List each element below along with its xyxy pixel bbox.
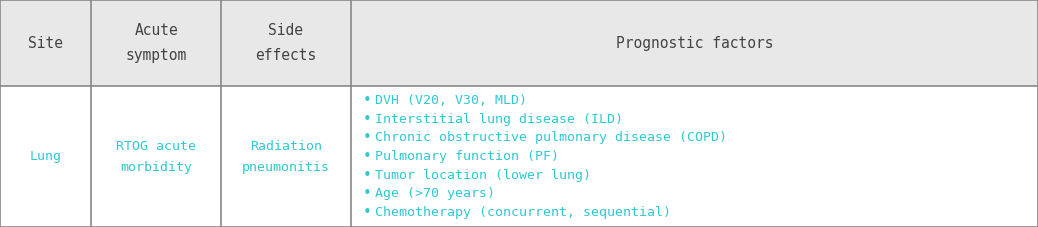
Text: Pulmonary function (PF): Pulmonary function (PF) <box>375 150 558 163</box>
Bar <box>91 86 221 227</box>
Bar <box>221 0 351 86</box>
Text: Prognostic factors: Prognostic factors <box>616 36 773 51</box>
Text: •: • <box>363 187 372 202</box>
Text: Lung: Lung <box>30 150 61 163</box>
Text: •: • <box>363 131 372 146</box>
Text: Acute
symptom: Acute symptom <box>126 23 187 63</box>
Bar <box>221 86 351 227</box>
Bar <box>0 0 91 86</box>
Text: Interstitial lung disease (ILD): Interstitial lung disease (ILD) <box>375 113 623 126</box>
Bar <box>0 86 91 227</box>
Bar <box>351 0 1038 86</box>
Text: Site: Site <box>28 36 63 51</box>
Bar <box>91 0 221 86</box>
Text: •: • <box>363 93 372 108</box>
Text: Age (>70 years): Age (>70 years) <box>375 188 495 200</box>
Text: Radiation
pneumonitis: Radiation pneumonitis <box>242 140 330 174</box>
Bar <box>351 86 1038 227</box>
Text: Side
effects: Side effects <box>255 23 317 63</box>
Text: RTOG acute
morbidity: RTOG acute morbidity <box>116 140 196 174</box>
Text: •: • <box>363 168 372 183</box>
Text: •: • <box>363 112 372 127</box>
Text: •: • <box>363 149 372 164</box>
Text: •: • <box>363 205 372 220</box>
Text: DVH (V20, V30, MLD): DVH (V20, V30, MLD) <box>375 94 527 107</box>
Text: Chemotherapy (concurrent, sequential): Chemotherapy (concurrent, sequential) <box>375 206 671 219</box>
Text: Tumor location (lower lung): Tumor location (lower lung) <box>375 169 591 182</box>
Text: Chronic obstructive pulmonary disease (COPD): Chronic obstructive pulmonary disease (C… <box>375 131 727 144</box>
